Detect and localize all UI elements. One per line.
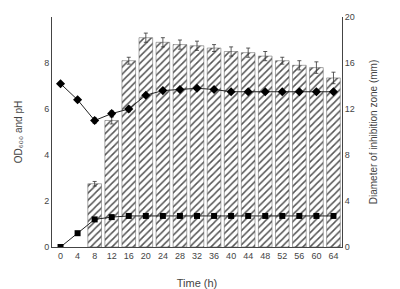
svg-text:28: 28 [175,251,185,261]
svg-text:12: 12 [345,104,355,114]
svg-text:OD₆₀₀ and pH: OD₆₀₀ and pH [13,101,24,163]
svg-text:2: 2 [44,196,49,206]
svg-text:64: 64 [328,251,338,261]
svg-text:Diameter of inhibition zone (m: Diameter of inhibition zone (mm) [368,60,379,205]
svg-text:0: 0 [345,242,350,252]
svg-text:60: 60 [311,251,321,261]
svg-text:16: 16 [124,251,134,261]
svg-text:Time (h): Time (h) [177,277,218,289]
svg-text:16: 16 [345,58,355,68]
svg-text:20: 20 [345,12,355,22]
svg-text:24: 24 [158,251,168,261]
svg-text:52: 52 [277,251,287,261]
svg-text:4: 4 [44,150,49,160]
svg-text:44: 44 [243,251,253,261]
svg-text:4: 4 [75,251,80,261]
svg-text:0: 0 [58,251,63,261]
svg-text:40: 40 [226,251,236,261]
svg-text:36: 36 [209,251,219,261]
svg-text:4: 4 [345,196,350,206]
svg-text:8: 8 [44,58,49,68]
svg-text:32: 32 [192,251,202,261]
svg-text:20: 20 [141,251,151,261]
svg-text:56: 56 [294,251,304,261]
svg-text:8: 8 [345,150,350,160]
svg-text:48: 48 [260,251,270,261]
svg-text:8: 8 [92,251,97,261]
svg-text:6: 6 [44,104,49,114]
svg-text:0: 0 [44,242,49,252]
svg-text:12: 12 [107,251,117,261]
